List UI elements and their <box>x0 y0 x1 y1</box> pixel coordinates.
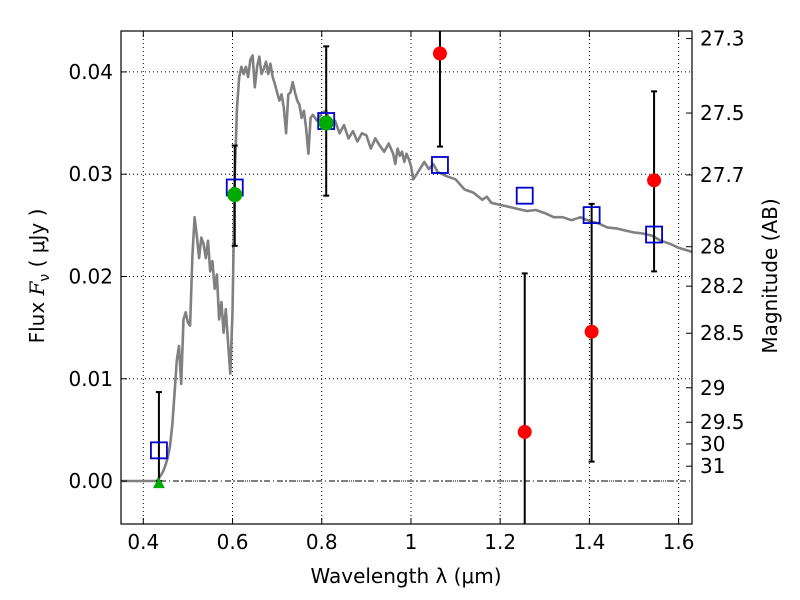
magnitude-tick-label: 27.3 <box>700 27 745 51</box>
green-upper-limit-triangle <box>152 477 165 489</box>
y-tick-label: 0.04 <box>68 60 113 84</box>
x-tick-label: 1.6 <box>663 530 695 554</box>
x-axis-label: Wavelength λ (μm) <box>310 564 501 588</box>
red-detection-point <box>647 173 662 188</box>
y-tick-label: 0.01 <box>68 367 113 391</box>
magnitude-axis-label: Magnitude (AB) <box>758 198 782 353</box>
sed-model-line <box>121 54 693 483</box>
red-detection-point <box>584 324 599 339</box>
error-bar <box>521 272 528 524</box>
model-square-marker <box>150 441 168 460</box>
green-detection-point <box>227 187 243 203</box>
magnitude-tick-label: 28.2 <box>700 274 745 298</box>
y-tick-label: 0.03 <box>68 162 113 186</box>
x-tick-label: 0.4 <box>127 530 159 554</box>
green-detection-point <box>318 115 334 131</box>
model-square-marker <box>431 156 449 174</box>
model-square-marker <box>582 206 601 225</box>
red-detection-point <box>517 424 532 439</box>
y-tick-labels: 0.00 0.01 0.02 0.03 0.04 <box>68 60 113 493</box>
magnitude-tick-label: 29 <box>700 376 725 400</box>
model-square-marker <box>515 186 534 205</box>
data-markers <box>150 46 663 489</box>
y-tick-label: 0.00 <box>68 469 113 493</box>
x-tick-labels: 0.4 0.6 0.8 1 1.2 1.4 1.6 <box>127 530 694 554</box>
x-tick-label: 1.2 <box>484 530 516 554</box>
y-tick-label: 0.02 <box>68 264 113 288</box>
magnitude-tick-label: 28.5 <box>700 321 745 345</box>
y-axis-label: Flux Fν ( μJy ) <box>25 209 53 344</box>
model-square-marker <box>645 225 663 244</box>
magnitude-tick-label: 27.5 <box>700 101 745 125</box>
magnitude-tick-label: 27.7 <box>700 163 745 187</box>
magnitude-tick-label: 31 <box>700 454 725 478</box>
x-tick-label: 1 <box>405 530 418 554</box>
magnitude-tick-label: 29.5 <box>700 410 745 434</box>
magnitude-tick-label: 28 <box>700 235 725 259</box>
red-detection-point <box>432 46 447 61</box>
axis-ticks <box>121 31 692 524</box>
plot-frame <box>120 30 693 525</box>
x-tick-label: 0.6 <box>217 530 249 554</box>
x-tick-label: 1.4 <box>573 530 605 554</box>
x-tick-label: 0.8 <box>306 530 338 554</box>
magnitude-tick-label: 30 <box>700 432 725 456</box>
